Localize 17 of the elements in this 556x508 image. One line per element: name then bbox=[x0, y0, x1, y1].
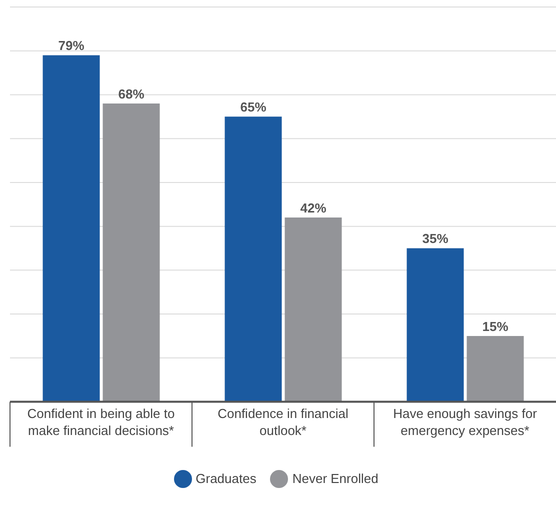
bar bbox=[466, 336, 524, 402]
data-label: 15% bbox=[482, 318, 509, 334]
data-label: 42% bbox=[300, 200, 327, 216]
bar bbox=[224, 116, 282, 402]
legend-label: Never Enrolled bbox=[292, 471, 378, 486]
bar bbox=[42, 55, 100, 402]
data-label: 35% bbox=[422, 231, 449, 246]
x-tick-label: Confident in being able to make financial decisions* bbox=[27, 406, 175, 438]
legend-label: Graduates bbox=[196, 471, 256, 486]
data-label: 68% bbox=[118, 86, 145, 102]
bar bbox=[284, 218, 342, 402]
bar bbox=[102, 104, 160, 402]
data-label: 65% bbox=[240, 100, 267, 115]
bar bbox=[406, 248, 464, 402]
data-label: 79% bbox=[58, 38, 85, 54]
x-tick-label: Confidence in financial outlook* bbox=[218, 406, 349, 438]
x-tick-label: Have enough savings for emergency expenses* bbox=[393, 406, 538, 438]
